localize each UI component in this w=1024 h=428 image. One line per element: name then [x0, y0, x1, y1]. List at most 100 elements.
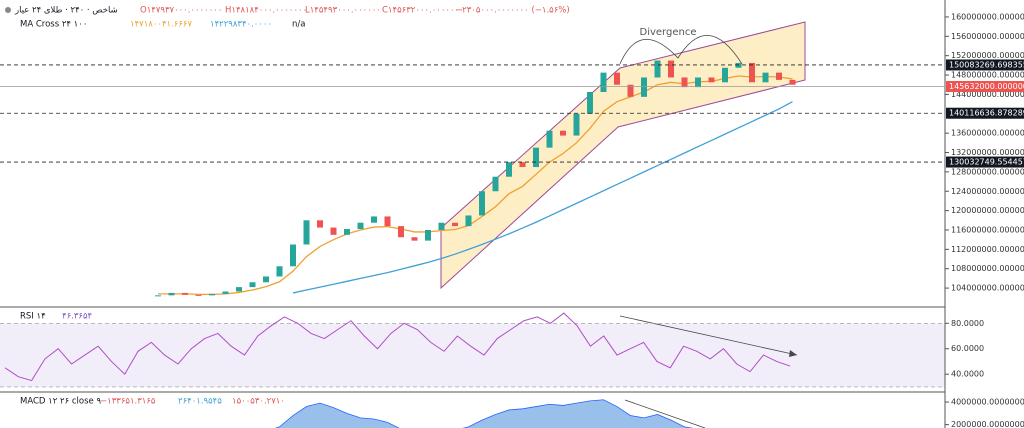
y-tick-label: 112000000.0000000	[951, 245, 1024, 254]
arrow	[789, 350, 797, 357]
candle	[506, 162, 512, 177]
annotation: Divergence	[640, 27, 697, 38]
rsi-value: ۴۶.۳۶۵۴	[62, 312, 92, 322]
y-tick-label: 4000000.0000000	[951, 398, 1024, 407]
y-tick-label: 152000000.0000000	[951, 51, 1024, 60]
y-tick-label: 156000000.0000000	[951, 32, 1024, 41]
ohlc: L۱۴۵۴۹۳۰۰۰.۰۰۰۰۰۰۰	[305, 6, 385, 16]
candle	[222, 291, 229, 294]
candle	[195, 294, 202, 296]
rsi-band	[0, 323, 945, 387]
ohlc: H۱۴۸۱۸۴۰۰۰.۰۰۰۰۰۰۰	[225, 6, 307, 16]
divergence-arcs	[619, 35, 743, 65]
y-tick-label: 128000000.0000000	[951, 167, 1024, 176]
candle	[168, 292, 175, 296]
candle	[654, 60, 661, 78]
macd-area	[274, 399, 694, 428]
candle	[546, 130, 553, 148]
y-tick-label: 124000000.0000000	[951, 187, 1024, 196]
candle	[357, 222, 364, 230]
icon	[5, 7, 11, 13]
candle	[708, 77, 715, 83]
candle	[600, 72, 607, 92]
y-tick-label: 160000000.0000000	[951, 12, 1024, 21]
y-tick-label: 116000000.0000000	[951, 225, 1024, 234]
ma-value: ۱۴۲۲۹۸۳۴۰.۰۰۰۰	[210, 20, 272, 30]
y-tick-label: 40.0000	[951, 370, 984, 379]
level-label: 130032749.5544579	[949, 158, 1024, 167]
candle	[560, 130, 566, 136]
level-badge	[946, 156, 1024, 168]
candle	[182, 292, 188, 295]
candle	[209, 293, 215, 296]
symbol: شاخص · ۲۴۰ · طلای ۲۴ عیار	[14, 6, 118, 16]
candle	[465, 215, 472, 227]
candle	[371, 216, 377, 223]
candle	[735, 62, 742, 68]
ohlc: O۱۴۷۹۳۷۰۰۰.۰۰۰۰۰۰۰	[140, 6, 222, 16]
candle	[627, 84, 634, 97]
level-label: 140116636.8782894	[949, 109, 1024, 118]
level-label: 150083269.6983554	[949, 60, 1024, 69]
macd-trend	[624, 399, 706, 428]
candle	[303, 220, 310, 245]
level-badge	[946, 81, 1024, 93]
candle	[789, 79, 796, 85]
y-tick-label: 2000000.0000000	[951, 420, 1024, 428]
ma-value: n/a	[292, 20, 305, 30]
candle	[398, 226, 404, 238]
candle	[276, 266, 283, 277]
candle	[452, 222, 458, 227]
candle	[155, 295, 161, 297]
y-tick-label: 148000000.0000000	[951, 71, 1024, 80]
rsi-line	[4, 312, 791, 382]
y-tick-label: 104000000.0000000	[951, 284, 1024, 293]
channel	[440, 21, 806, 290]
change: −۲۳۰۵۰۰۰.۰۰۰۰۰۰۰ (−۱.۵۶%)	[455, 6, 570, 16]
candle	[438, 222, 445, 230]
ma-title: MA Cross ۲۴ ۱۰۰	[20, 20, 87, 30]
y-tick-label: 120000000.0000000	[951, 206, 1024, 215]
candle	[668, 60, 674, 78]
candle	[519, 162, 526, 168]
candle	[776, 72, 782, 80]
candle	[533, 147, 539, 168]
macd-value: −۱۳۳۶۵۱.۳۱۶۵	[100, 397, 156, 407]
price-plot	[155, 60, 796, 297]
macd-plot	[274, 399, 694, 428]
y-tick-label: 132000000.0000000	[951, 148, 1024, 157]
candle	[384, 216, 391, 227]
candle	[681, 77, 688, 88]
candle	[587, 91, 593, 114]
ma-value: ۱۴۷۱۸۰۰۴۱.۶۶۶۷	[130, 20, 192, 30]
candle	[749, 62, 755, 83]
candle	[330, 227, 337, 235]
candle	[762, 72, 769, 83]
candle	[425, 229, 431, 241]
candle	[695, 77, 701, 88]
macd-value: ۱۵۰۰۵۳۰.۲۷۱۰	[232, 397, 285, 407]
y-tick-label: 80.0000	[951, 319, 984, 328]
candle	[573, 113, 580, 136]
y-tick-label: 144000000.0000000	[951, 90, 1024, 99]
candle	[236, 287, 242, 292]
candle	[641, 77, 647, 97]
rsi-title: RSI ۱۴	[20, 312, 46, 322]
candle	[479, 191, 485, 216]
rsi-trend	[619, 315, 798, 356]
y-tick-label: 108000000.0000000	[951, 264, 1024, 273]
ma-line	[292, 101, 793, 294]
level-badge	[946, 59, 1024, 71]
candle	[263, 276, 269, 283]
macd-title: MACD ۱۲ ۲۶ close ۹	[20, 397, 101, 407]
candle	[317, 220, 323, 228]
y-tick-label: 60.0000	[951, 344, 984, 353]
level-badge	[946, 107, 1024, 119]
candle	[492, 176, 499, 192]
candle	[249, 282, 256, 288]
y-tick-label: 136000000.0000000	[951, 129, 1024, 138]
candle	[614, 72, 620, 85]
ohlc: C۱۴۵۶۳۲۰۰۰.۰۰۰۰۰۰۰	[382, 6, 464, 16]
candle	[344, 229, 350, 235]
